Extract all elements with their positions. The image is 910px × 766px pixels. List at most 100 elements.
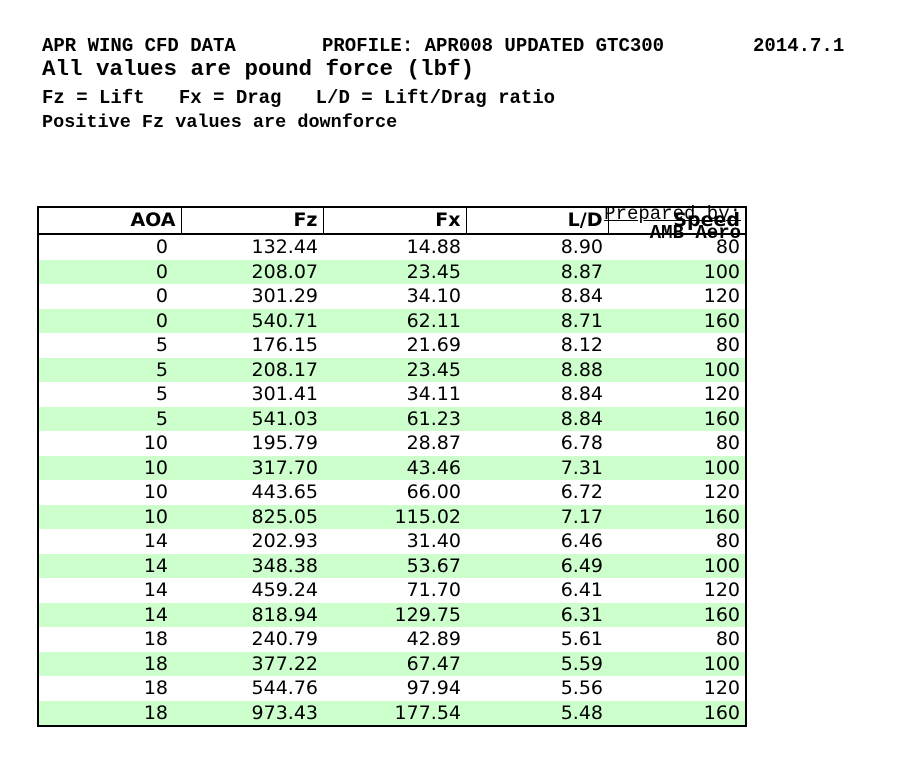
table-cell: 443.65 [251,481,318,503]
table-cell: 973.43 [251,701,318,724]
table-cell: 43.46 [406,456,461,479]
table-cell: 31.40 [406,530,461,552]
table-cell: 62.11 [406,309,461,332]
table-cell: 53.67 [406,554,461,577]
column-header-ld: L/D [465,207,608,235]
table-cell: 80 [715,628,740,650]
table-cell: 818.94 [251,603,318,626]
table-cell: 132.44 [251,236,318,258]
table-cell: 8.84 [560,383,603,405]
table-row: 5 176.15 21.69 8.12 80 [38,333,746,358]
column-header-speed: Speed [607,207,746,235]
table-cell: 160 [703,603,740,626]
table-cell: 5 [155,407,168,430]
table-cell: 377.22 [251,652,318,675]
table-cell: 7.17 [560,505,603,528]
table-row: 14 818.94 129.75 6.31 160 [38,602,746,627]
column-header-aoa: AOA [38,207,181,235]
table-cell: 6.46 [560,530,603,552]
table-row: 18 377.22 67.47 5.59 100 [38,651,746,676]
table-cell: 120 [703,481,740,503]
table-row: 14 459.24 71.70 6.41 120 [38,578,746,603]
table-cell: 6.72 [560,481,603,503]
table-cell: 5.48 [560,701,603,724]
table-cell: 6.41 [560,579,603,601]
table-cell: 8.90 [560,236,603,258]
table-cell: 6.31 [560,603,603,626]
table-cell: 120 [703,285,740,307]
table-cell: 80 [715,334,740,356]
table-cell: 5.61 [560,628,603,650]
table-row: 0 540.71 62.11 8.71 160 [38,308,746,333]
table-cell: 541.03 [251,407,318,430]
doc-note: Positive Fz values are downforce [42,112,398,133]
table-cell: 825.05 [251,505,318,528]
table-cell: 240.79 [251,628,318,650]
table-cell: 14.88 [406,236,461,258]
table-cell: 100 [703,554,740,577]
column-header-fz: Fz [180,207,323,235]
table-cell: 14 [143,579,168,601]
table-cell: 115.02 [394,505,461,528]
table-cell: 10 [143,432,168,454]
table-row: 0 301.29 34.10 8.84 120 [38,284,746,309]
table-row: 5 541.03 61.23 8.84 160 [38,406,746,431]
table-cell: 97.94 [406,677,461,699]
table-cell: 10 [143,456,168,479]
table-row: 10 825.05 115.02 7.17 160 [38,504,746,529]
table-cell: 14 [143,530,168,552]
table-cell: 8.88 [560,358,603,381]
table-cell: 8.12 [560,334,603,356]
table-cell: 348.38 [251,554,318,577]
table-cell: 301.41 [251,383,318,405]
table-cell: 208.07 [251,260,318,283]
table-cell: 61.23 [406,407,461,430]
table-cell: 10 [143,505,168,528]
table-row: 10 443.65 66.00 6.72 120 [38,480,746,505]
table-cell: 160 [703,701,740,724]
table-cell: 317.70 [251,456,318,479]
table-cell: 202.93 [251,530,318,552]
table-cell: 160 [703,505,740,528]
table-cell: 0 [155,309,168,332]
table-row: 14 348.38 53.67 6.49 100 [38,553,746,578]
table-cell: 176.15 [251,334,318,356]
table-cell: 120 [703,677,740,699]
doc-title: APR WING CFD DATA [42,35,236,57]
table-row: 14 202.93 31.40 6.46 80 [38,529,746,554]
doc-date: 2014.7.1 [753,35,845,57]
table-cell: 459.24 [251,579,318,601]
table-cell: 5 [155,383,168,405]
table-cell: 5.59 [560,652,603,675]
table-row: 18 544.76 97.94 5.56 120 [38,676,746,701]
table-cell: 80 [715,236,740,258]
table-header-row: AOA Fz Fx L/D Speed [38,207,746,235]
table-row: 5 208.17 23.45 8.88 100 [38,357,746,382]
table-cell: 177.54 [394,701,461,724]
table-cell: 5.56 [560,677,603,699]
table-cell: 100 [703,260,740,283]
table-cell: 14 [143,603,168,626]
table-cell: 5 [155,334,168,356]
table-cell: 8.84 [560,285,603,307]
cfd-data-table: AOA Fz Fx L/D Speed 0 132.44 14.88 8.90 80 0 2… [37,206,747,727]
table-cell: 0 [155,260,168,283]
table-cell: 18 [143,628,168,650]
table-cell: 100 [703,456,740,479]
doc-subtitle: All values are pound force (lbf) [42,56,475,82]
table-cell: 160 [703,309,740,332]
table-cell: 14 [143,554,168,577]
table-cell: 301.29 [251,285,318,307]
table-cell: 540.71 [251,309,318,332]
table-row: 18 973.43 177.54 5.48 160 [38,700,746,726]
table-cell: 8.71 [560,309,603,332]
table-row: 5 301.41 34.11 8.84 120 [38,382,746,407]
table-cell: 28.87 [406,432,461,454]
table-cell: 195.79 [251,432,318,454]
document-title-line: APR WING CFD DATA PROFILE: APR008 UPDATE… [0,35,910,57]
table-cell: 67.47 [406,652,461,675]
table-cell: 80 [715,530,740,552]
table-cell: 100 [703,358,740,381]
table-cell: 18 [143,652,168,675]
